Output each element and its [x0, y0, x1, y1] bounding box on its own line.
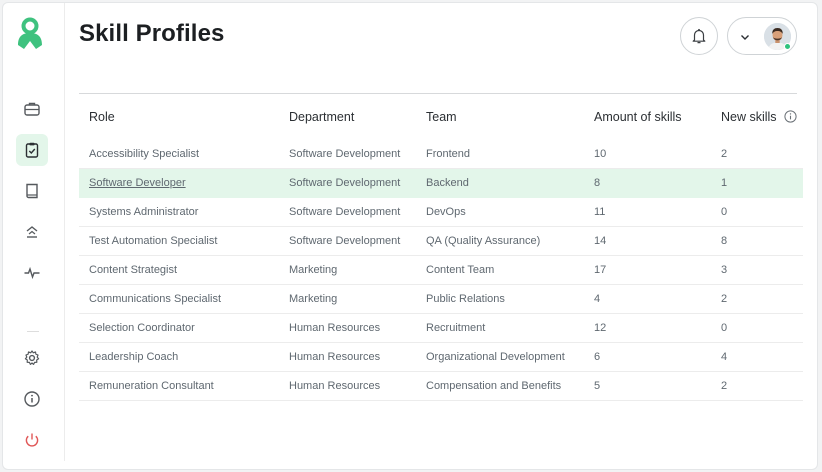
cell-new-skills: 0	[721, 322, 728, 334]
cell-new-skills: 1	[721, 177, 728, 189]
table-row-selected[interactable]: Software Developer Software Development …	[79, 169, 803, 198]
cell-amount-of-skills: 14	[594, 235, 607, 247]
info-icon[interactable]	[784, 110, 797, 123]
column-header-department[interactable]: Department	[289, 110, 355, 124]
cell-team: Public Relations	[426, 293, 505, 305]
cell-department: Software Development	[289, 148, 401, 160]
column-header-team[interactable]: Team	[426, 110, 457, 124]
cell-new-skills: 0	[721, 206, 728, 218]
cell-role: Selection Coordinator	[89, 322, 195, 334]
column-header-amount-of-skills[interactable]: Amount of skills	[594, 110, 682, 124]
cell-department: Marketing	[289, 293, 338, 305]
cell-amount-of-skills: 17	[594, 264, 607, 276]
cell-department: Human Resources	[289, 322, 381, 334]
cell-role[interactable]: Software Developer	[89, 177, 186, 189]
cell-team: Content Team	[426, 264, 495, 276]
cell-team: Frontend	[426, 148, 471, 160]
cell-amount-of-skills: 8	[594, 177, 601, 189]
nav-info[interactable]	[16, 383, 48, 415]
cell-department: Human Resources	[289, 380, 381, 392]
cell-new-skills: 8	[721, 235, 728, 247]
cell-new-skills: 2	[721, 148, 728, 160]
table-row[interactable]: Accessibility Specialist Software Develo…	[79, 140, 803, 169]
cell-role: Remuneration Consultant	[89, 380, 214, 392]
notifications-button[interactable]	[680, 17, 718, 55]
table-row[interactable]: Test Automation Specialist Software Deve…	[79, 227, 803, 256]
cell-amount-of-skills: 6	[594, 351, 601, 363]
profile-menu[interactable]	[727, 17, 797, 55]
cell-department: Software Development	[289, 206, 401, 218]
cell-role: Test Automation Specialist	[89, 235, 218, 247]
cell-team: Backend	[426, 177, 469, 189]
column-header-new-skills[interactable]: New skills	[721, 110, 777, 124]
cell-amount-of-skills: 5	[594, 380, 601, 392]
nav-skill-profiles[interactable]	[16, 134, 48, 166]
cell-amount-of-skills: 12	[594, 322, 607, 334]
cell-team: Recruitment	[426, 322, 486, 334]
nav-briefcase[interactable]	[16, 93, 48, 125]
table-divider	[79, 93, 797, 94]
sidebar-divider	[27, 331, 39, 332]
cell-role: Communications Specialist	[89, 293, 222, 305]
cell-team: QA (Quality Assurance)	[426, 235, 541, 247]
gear-icon	[24, 350, 40, 365]
column-header-role[interactable]: Role	[89, 110, 115, 124]
nav-pulse[interactable]	[16, 257, 48, 289]
cell-team: DevOps	[426, 206, 466, 218]
cell-role: Leadership Coach	[89, 351, 179, 363]
nav-hierarchy[interactable]	[16, 216, 48, 248]
page-title: Skill Profiles	[79, 20, 225, 47]
table-row[interactable]: Communications Specialist Marketing Publ…	[79, 285, 803, 314]
briefcase-icon	[24, 102, 40, 116]
bell-icon	[692, 28, 706, 44]
power-icon	[25, 433, 39, 447]
chevron-down-icon	[741, 35, 749, 40]
table-row[interactable]: Selection Coordinator Human Resources Re…	[79, 314, 803, 343]
cell-role: Accessibility Specialist	[89, 148, 200, 160]
cell-amount-of-skills: 10	[594, 148, 607, 160]
cell-amount-of-skills: 11	[594, 206, 606, 218]
cell-department: Software Development	[289, 177, 401, 189]
cell-role: Content Strategist	[89, 264, 178, 276]
pulse-icon	[24, 266, 40, 280]
cell-team: Organizational Development	[426, 351, 565, 363]
cell-new-skills: 2	[721, 293, 728, 305]
online-status-indicator	[784, 43, 791, 50]
nav-logout[interactable]	[16, 424, 48, 456]
hierarchy-icon	[26, 226, 38, 238]
nav-book[interactable]	[16, 175, 48, 207]
cell-new-skills: 3	[721, 264, 728, 276]
table-header: Role Department Team Amount of skills Ne…	[79, 104, 803, 132]
cell-new-skills: 2	[721, 380, 728, 392]
table-row[interactable]: Remuneration Consultant Human Resources …	[79, 372, 803, 401]
cell-team: Compensation and Benefits	[426, 380, 562, 392]
info-icon	[24, 391, 40, 407]
book-icon	[26, 183, 38, 199]
cell-department: Human Resources	[289, 351, 381, 363]
nav-settings[interactable]	[16, 342, 48, 374]
user-badge-logo[interactable]	[15, 15, 45, 51]
cell-department: Software Development	[289, 235, 401, 247]
table-row[interactable]: Leadership Coach Human Resources Organiz…	[79, 343, 803, 372]
cell-department: Marketing	[289, 264, 338, 276]
clipboard-check-icon	[25, 142, 39, 158]
table-row[interactable]: Systems Administrator Software Developme…	[79, 198, 803, 227]
cell-amount-of-skills: 4	[594, 293, 601, 305]
cell-new-skills: 4	[721, 351, 728, 363]
table-row[interactable]: Content Strategist Marketing Content Tea…	[79, 256, 803, 285]
sidebar	[3, 3, 65, 461]
cell-role: Systems Administrator	[89, 206, 199, 218]
